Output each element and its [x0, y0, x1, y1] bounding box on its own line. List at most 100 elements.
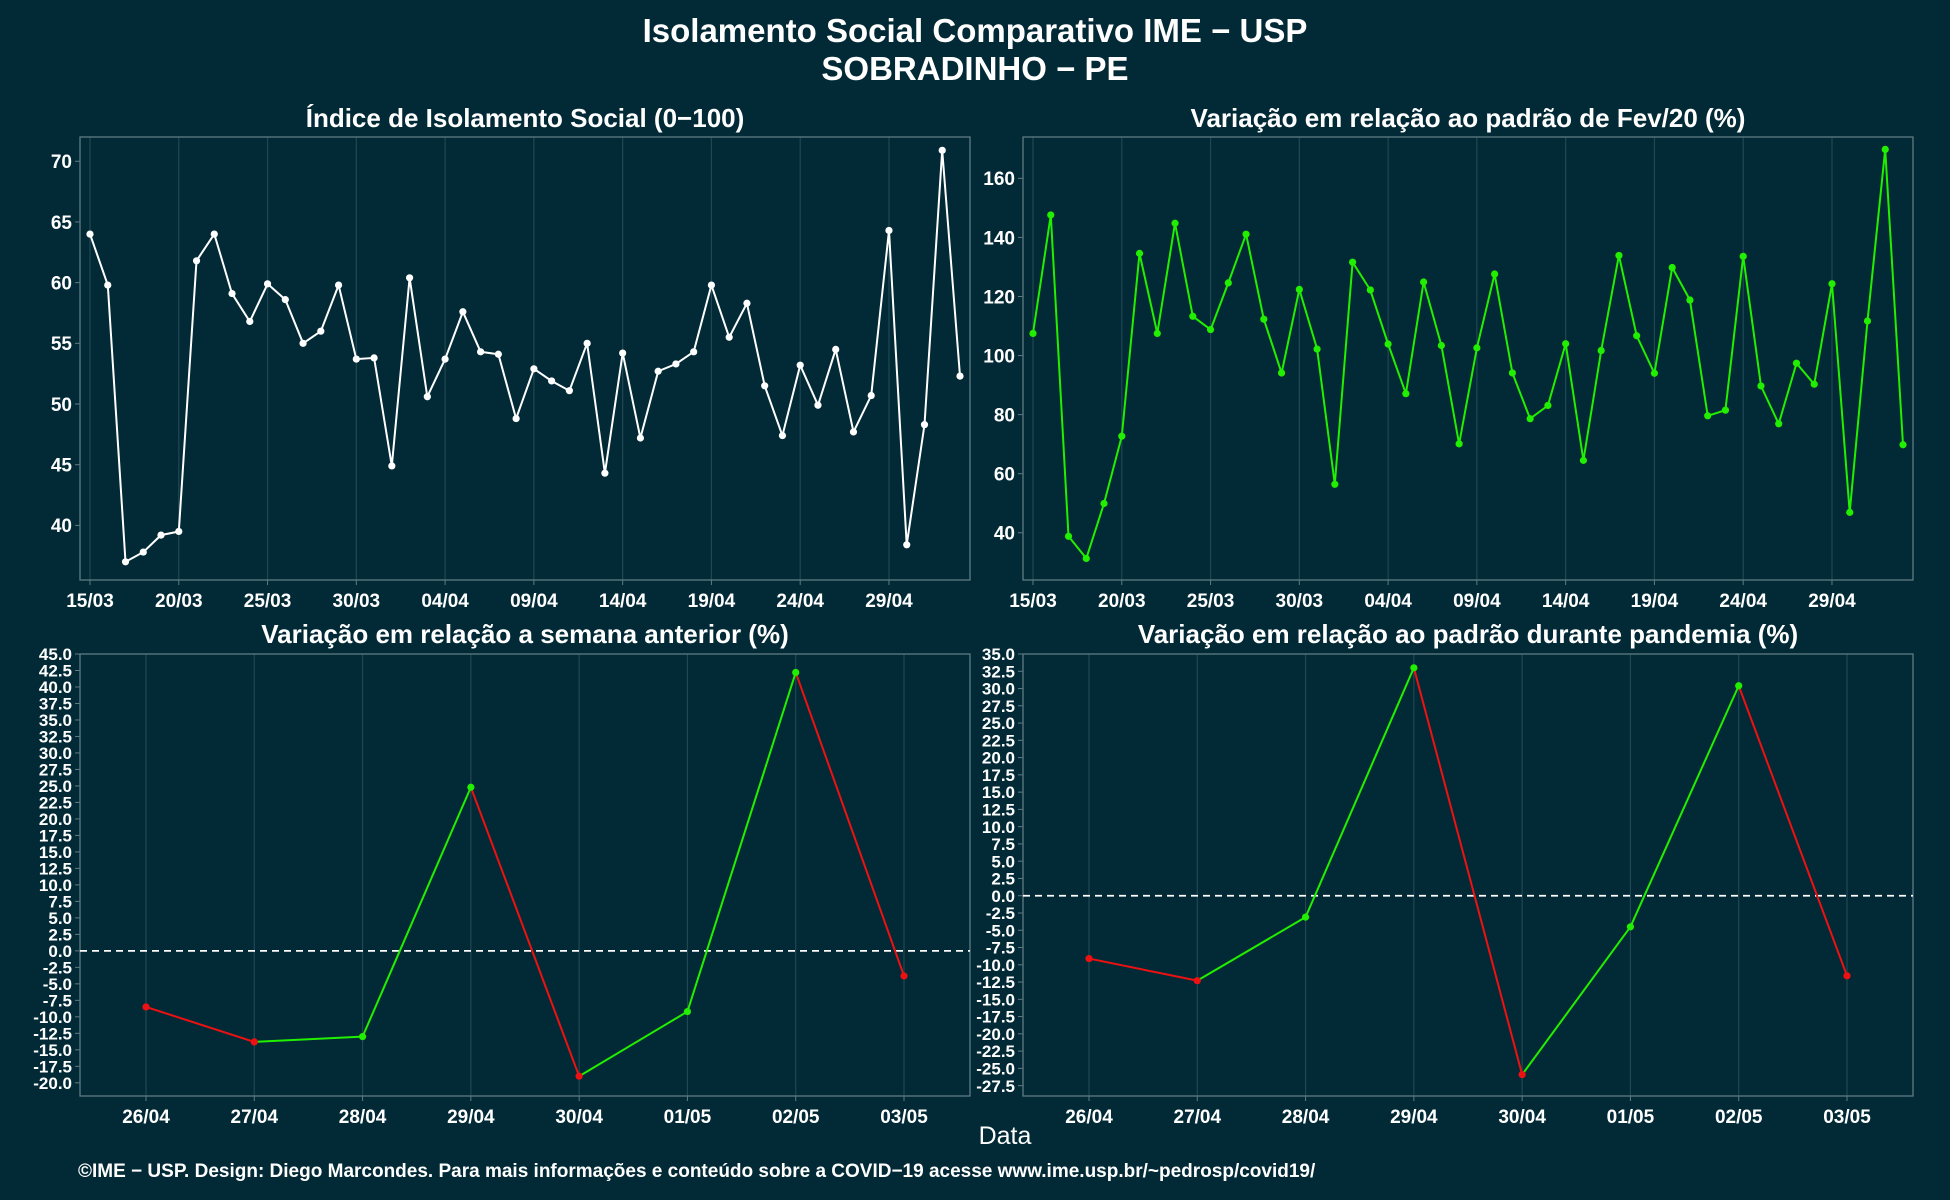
data-point [1757, 382, 1765, 390]
data-point [459, 308, 467, 316]
series-segment [794, 672, 905, 977]
data-point [281, 296, 289, 304]
y-tick-label: -20.0 [976, 1025, 1015, 1044]
y-tick-label: 7.5 [48, 893, 72, 912]
data-point [885, 226, 893, 235]
y-tick-label: -17.5 [33, 1057, 72, 1076]
y-tick-label: 70 [51, 152, 72, 173]
data-point [530, 365, 538, 373]
data-point [441, 355, 449, 363]
data-point [1721, 406, 1730, 414]
panel-title-semana: Variação em relação a semana anterior (%… [261, 619, 789, 649]
y-tick-label: 27.5 [39, 761, 72, 780]
x-tick-label: 29/04 [1390, 1107, 1438, 1128]
data-point [796, 361, 804, 369]
y-tick-label: -17.5 [976, 1008, 1015, 1027]
y-tick-label: 50 [51, 395, 72, 416]
y-tick-label: 22.5 [39, 794, 72, 813]
data-point [1828, 280, 1836, 288]
footer-credit: ©IME − USP. Design: Diego Marcondes. Par… [78, 1161, 1316, 1182]
y-tick-label: 22.5 [982, 731, 1015, 750]
data-point [1206, 325, 1215, 334]
series-segment [1304, 667, 1415, 918]
data-point [778, 431, 787, 440]
data-point [477, 348, 485, 356]
data-point [956, 372, 964, 380]
data-point [1085, 954, 1093, 963]
y-tick-label: 7.5 [991, 835, 1015, 854]
data-point [867, 391, 875, 400]
y-tick-label: 25.0 [982, 714, 1015, 733]
series-segment [1737, 685, 1848, 977]
data-point [423, 393, 431, 401]
y-tick-label: 5.0 [48, 909, 72, 928]
series-segment [1196, 916, 1307, 982]
y-tick-label: -5.0 [43, 975, 72, 994]
data-point [619, 349, 627, 357]
data-point [1420, 278, 1428, 286]
data-point [1792, 359, 1801, 367]
data-point [1562, 340, 1570, 348]
x-tick-label: 20/03 [155, 591, 203, 612]
data-point [210, 230, 218, 238]
y-tick-label: 37.5 [39, 695, 72, 714]
data-point [654, 367, 662, 375]
data-point [1193, 977, 1201, 985]
y-tick-label: 40 [994, 524, 1015, 545]
y-tick-label: -2.5 [986, 904, 1015, 923]
x-tick-label: 20/03 [1098, 591, 1146, 612]
panel-isolamento: Índice de Isolamento Social (0−100) 15/0… [51, 103, 971, 612]
x-tick-label: 01/05 [1607, 1107, 1655, 1128]
y-tick-label: -2.5 [43, 958, 72, 977]
data-point [1301, 913, 1310, 921]
y-tick-label: 120 [983, 287, 1015, 308]
x-tick-label: 29/04 [865, 591, 913, 612]
data-point [250, 1038, 258, 1046]
x-tick-label: 30/03 [1276, 591, 1324, 612]
y-tick-label: -27.5 [976, 1077, 1015, 1096]
y-tick-label: -22.5 [976, 1042, 1015, 1061]
data-point [548, 377, 556, 385]
data-point [1313, 345, 1321, 353]
y-tick-label: 0.0 [48, 942, 72, 961]
data-point [142, 1003, 150, 1011]
x-tick-label: 24/04 [776, 591, 824, 612]
y-tick-label: 40 [51, 516, 72, 537]
data-point [1473, 344, 1481, 352]
series-segment [1521, 926, 1632, 1076]
panel-border [1022, 653, 1914, 1097]
data-point [1668, 263, 1676, 272]
y-tick-label: 60 [51, 273, 72, 294]
panel-border [79, 653, 971, 1097]
y-tick-label: 35.0 [39, 711, 72, 730]
data-point [1437, 341, 1445, 350]
y-tick-label: 12.5 [39, 860, 72, 879]
data-point [317, 327, 325, 335]
y-tick-label: 32.5 [39, 728, 72, 747]
y-tick-label: 15.0 [982, 783, 1015, 802]
x-tick-label: 15/03 [66, 591, 114, 612]
panel-title-fev20: Variação em relação ao padrão de Fev/20 … [1191, 103, 1746, 133]
data-point [1775, 420, 1783, 428]
data-point [1348, 258, 1357, 266]
data-point [938, 146, 946, 154]
y-tick-label: 30.0 [39, 744, 72, 763]
data-point [1277, 369, 1286, 377]
data-point [1118, 432, 1126, 440]
x-tick-label: 19/04 [1631, 591, 1679, 612]
data-point [352, 355, 360, 363]
y-tick-label: 140 [983, 228, 1015, 249]
y-tick-label: -12.5 [976, 973, 1015, 992]
data-point [1544, 401, 1552, 410]
series-segment [254, 1035, 363, 1043]
data-point [683, 1007, 692, 1016]
data-point [636, 434, 645, 442]
data-point [583, 339, 591, 347]
y-tick-label: 15.0 [39, 843, 72, 862]
data-point [1626, 923, 1635, 931]
x-tick-label: 28/04 [339, 1107, 387, 1128]
x-tick-label: 29/04 [1808, 591, 1856, 612]
data-point [512, 414, 520, 423]
y-tick-label: 27.5 [982, 697, 1015, 716]
